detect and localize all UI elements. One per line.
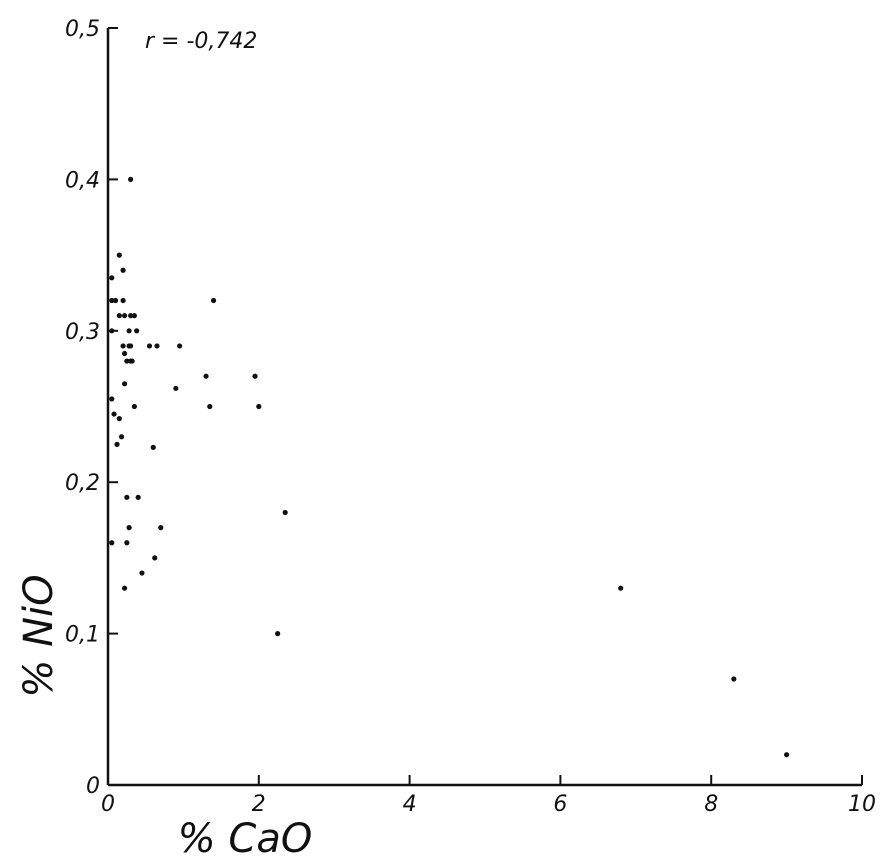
tick-marks: 0 2 4 6 8 10 0 0,1 0,2 0,3 0,4 0,5 bbox=[65, 17, 876, 817]
data-point bbox=[131, 403, 137, 410]
axes bbox=[106, 28, 862, 787]
data-point bbox=[282, 509, 288, 516]
data-point bbox=[109, 275, 115, 281]
data-point bbox=[154, 343, 160, 349]
data-point bbox=[135, 494, 141, 500]
data-point bbox=[124, 494, 130, 500]
data-point bbox=[139, 570, 145, 576]
data-point bbox=[134, 328, 140, 334]
data-point bbox=[109, 396, 115, 402]
data-point bbox=[116, 313, 122, 319]
data-point bbox=[128, 313, 134, 319]
data-point bbox=[126, 525, 132, 531]
data-point bbox=[126, 328, 132, 334]
data-point bbox=[111, 411, 117, 417]
correlation-annotation: r = -0,742 bbox=[145, 29, 257, 54]
data-point bbox=[618, 585, 624, 591]
data-point bbox=[120, 267, 126, 273]
data-point bbox=[109, 297, 115, 304]
data-point bbox=[121, 350, 128, 357]
x-tick-label: 0 bbox=[101, 792, 115, 817]
data-point bbox=[207, 403, 213, 410]
y-tick-label: 0,4 bbox=[65, 168, 100, 193]
data-point bbox=[152, 555, 158, 561]
data-point bbox=[252, 373, 258, 379]
x-tick-label: 6 bbox=[553, 792, 567, 817]
x-tick-label: 2 bbox=[252, 792, 266, 817]
data-point bbox=[203, 373, 209, 379]
data-point bbox=[129, 358, 135, 364]
y-tick-label: 0,3 bbox=[65, 320, 100, 345]
data-point bbox=[731, 676, 737, 682]
data-point bbox=[120, 297, 126, 304]
data-point bbox=[128, 176, 134, 182]
y-tick-label: 0,5 bbox=[65, 17, 100, 42]
x-tick-label: 10 bbox=[848, 792, 876, 817]
data-point bbox=[112, 297, 119, 304]
x-axis-title: % CaO bbox=[178, 816, 313, 862]
data-point bbox=[784, 752, 790, 758]
x-tick-label: 4 bbox=[403, 792, 417, 817]
data-point bbox=[121, 313, 128, 319]
data-point bbox=[210, 297, 217, 304]
y-tick-label: 0,1 bbox=[65, 623, 100, 648]
data-point bbox=[114, 441, 120, 447]
data-point bbox=[146, 343, 153, 349]
data-point bbox=[116, 252, 122, 258]
y-tick-label: 0,2 bbox=[65, 471, 100, 496]
data-points bbox=[109, 176, 790, 758]
y-axis-title: % NiO bbox=[16, 574, 62, 697]
x-tick-label: 8 bbox=[704, 792, 718, 817]
data-point bbox=[109, 540, 115, 546]
y-tick-label: 0 bbox=[86, 774, 100, 799]
data-point bbox=[158, 525, 164, 531]
data-point bbox=[118, 434, 125, 440]
data-point bbox=[124, 358, 130, 364]
data-point bbox=[150, 444, 156, 450]
data-point bbox=[116, 416, 122, 422]
data-point bbox=[275, 631, 281, 637]
data-point bbox=[109, 328, 115, 334]
data-point bbox=[128, 343, 134, 349]
data-point bbox=[177, 343, 183, 349]
data-point bbox=[121, 585, 128, 591]
data-point bbox=[173, 385, 179, 391]
data-point bbox=[121, 381, 128, 387]
data-point bbox=[124, 540, 130, 546]
data-point bbox=[120, 343, 126, 349]
data-point bbox=[256, 403, 262, 410]
data-point bbox=[131, 313, 137, 319]
